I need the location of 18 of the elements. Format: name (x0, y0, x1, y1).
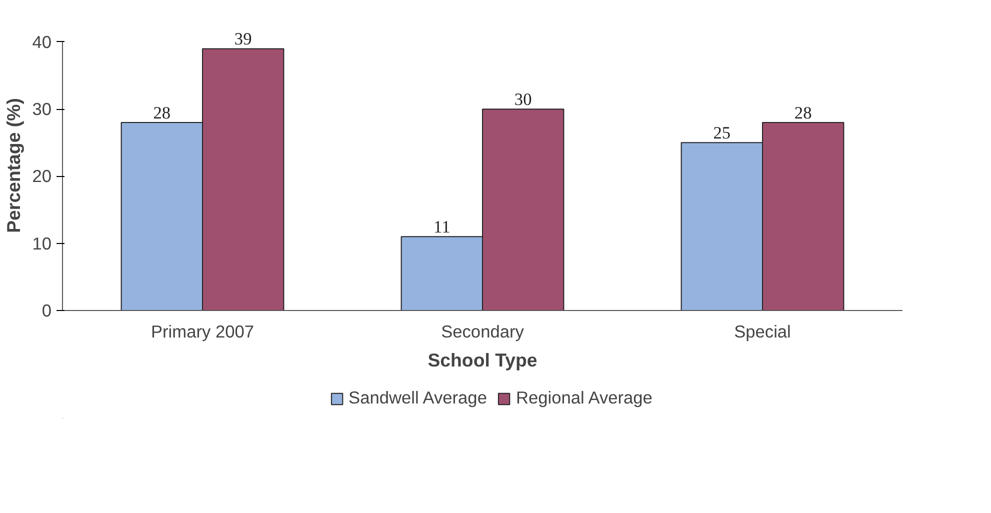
data-label: 25 (713, 124, 731, 143)
y-tick-label: 20 (32, 166, 52, 186)
y-tick-label: 10 (32, 233, 52, 254)
y-tick-label: 30 (32, 99, 52, 120)
y-tick-label: 40 (32, 32, 52, 52)
y-axis-title: Percentage (%) (3, 98, 24, 233)
data-label: 28 (794, 104, 812, 123)
data-label: 30 (514, 90, 532, 110)
data-label: 39 (234, 30, 252, 49)
x-axis-title: School Type (428, 350, 538, 370)
x-tick-label: Special (734, 322, 791, 342)
x-tick-label: Primary 2007 (150, 322, 254, 342)
y-tick-label: 0 (42, 300, 52, 320)
legend-label: Sandwell Average (348, 388, 487, 408)
legend-label: Regional Average (516, 388, 652, 408)
data-label: 28 (153, 104, 171, 123)
x-tick-label: Secondary (441, 322, 524, 342)
data-label: 11 (434, 218, 450, 237)
